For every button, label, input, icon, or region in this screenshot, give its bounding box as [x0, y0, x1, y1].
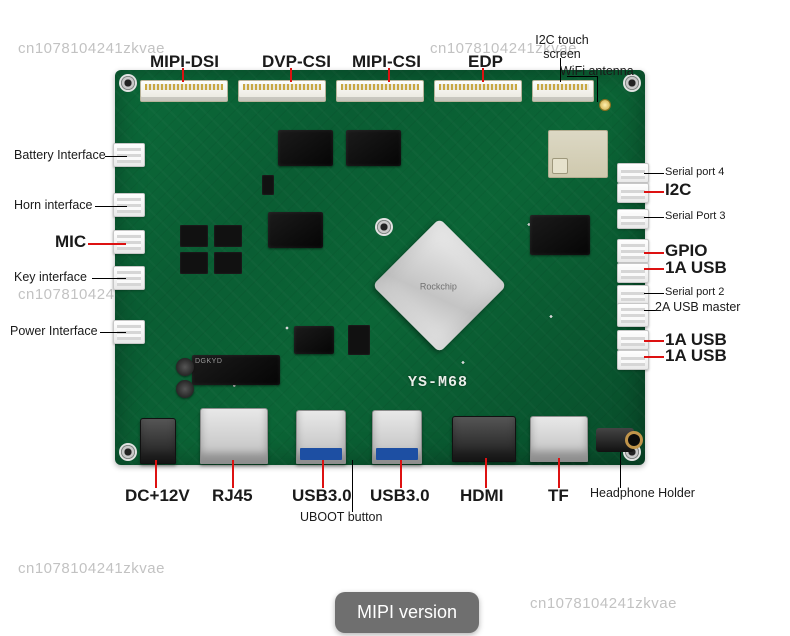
label-mipi-dsi: MIPI-DSI [150, 52, 219, 72]
smallchip [214, 225, 242, 247]
chip-misc-1 [294, 326, 334, 354]
label-battery: Battery Interface [14, 148, 106, 162]
mount-hole [121, 76, 135, 90]
pointer-line [352, 460, 353, 512]
label-i2c: I2C [665, 180, 691, 200]
pointer-line [155, 460, 157, 488]
jst-horn [113, 193, 145, 217]
pointer-line [644, 173, 664, 174]
chip-emmc [530, 215, 590, 255]
pointer-line [644, 268, 664, 270]
mount-hole [625, 76, 639, 90]
pointer-line [644, 356, 664, 358]
pointer-line [400, 460, 402, 488]
port-hdmi [452, 416, 516, 462]
pointer-line [322, 460, 324, 488]
soc-marking: Rockchip [391, 281, 486, 291]
label-1a-usb-3: 1A USB [665, 346, 727, 366]
label-mic: MIC [55, 232, 86, 252]
label-edp: EDP [468, 52, 503, 72]
wifi-module [548, 130, 608, 178]
label-mipi-csi: MIPI-CSI [352, 52, 421, 72]
jst-1a-usb-a [617, 263, 649, 283]
ffc-mipi-dsi [140, 80, 228, 102]
label-wifi-antenna: WiFi antenna [560, 64, 634, 78]
smallchip [180, 252, 208, 274]
capacitor [176, 380, 194, 398]
label-headphone: Headphone Holder [590, 486, 695, 500]
wifi-antenna-ipex [600, 100, 610, 110]
ffc-dvp-csi [238, 80, 326, 102]
label-1a-usb-1: 1A USB [665, 258, 727, 278]
pointer-line [644, 293, 664, 294]
pointer-line [232, 460, 234, 488]
label-dvp-csi: DVP-CSI [262, 52, 331, 72]
label-i2c-touch: I2C touchscreen [532, 34, 592, 62]
ffc-i2c-touch [532, 80, 594, 102]
pointer-line [88, 243, 126, 245]
jst-battery [113, 143, 145, 167]
label-pwr: Power Interface [10, 324, 98, 338]
pointer-line [620, 452, 621, 488]
label-key: Key interface [14, 270, 87, 284]
chip-lan: DGKYD [192, 355, 280, 385]
pointer-line [105, 156, 127, 157]
pointer-line [644, 217, 664, 218]
label-uboot: UBOOT button [300, 510, 382, 524]
chip-pmu [268, 212, 323, 248]
jst-2a-usb [617, 303, 649, 327]
pointer-line [485, 458, 487, 488]
label-dc12v: DC+12V [125, 486, 190, 506]
jst-1a-usb-c [617, 350, 649, 370]
pointer-line [558, 458, 560, 488]
label-serial2: Serial port 2 [665, 286, 724, 298]
port-tf [530, 416, 588, 462]
pointer-line [92, 278, 126, 279]
port-rj45 [200, 408, 268, 464]
label-usb3-b: USB3.0 [370, 486, 430, 506]
jst-i2c [617, 183, 649, 203]
smallchip [348, 325, 370, 355]
ffc-mipi-csi [336, 80, 424, 102]
jst-serial3 [617, 209, 649, 229]
watermark: cn1078104241zkvae [530, 595, 677, 612]
pointer-line [95, 206, 127, 207]
watermark: cn1078104241zkvae [18, 40, 165, 57]
label-usb3-a: USB3.0 [292, 486, 352, 506]
version-pill: MIPI version [335, 592, 479, 633]
port-dc12v [140, 418, 176, 464]
label-serial4: Serial port 4 [665, 166, 724, 178]
pointer-line [644, 252, 664, 254]
pointer-line [597, 76, 598, 102]
smallchip [262, 175, 274, 195]
label-rj45: RJ45 [212, 486, 253, 506]
port-usb3-a [296, 410, 346, 464]
port-headphone [596, 428, 634, 452]
chip-ram-2 [346, 130, 401, 166]
chip-ram-1 [278, 130, 333, 166]
jst-mic [113, 230, 145, 254]
mount-hole [121, 445, 135, 459]
smallchip [180, 225, 208, 247]
label-horn: Horn interface [14, 198, 93, 212]
jst-gpio [617, 239, 649, 263]
pointer-line [644, 191, 664, 193]
pointer-line [644, 340, 664, 342]
watermark: cn1078104241zkvae [18, 560, 165, 577]
pointer-line [100, 332, 126, 333]
label-hdmi: HDMI [460, 486, 503, 506]
capacitor [176, 358, 194, 376]
port-usb3-b [372, 410, 422, 464]
label-serial3: Serial Port 3 [665, 210, 726, 222]
jst-serial2 [617, 285, 649, 305]
label-2a-usb: 2A USB master [655, 300, 740, 314]
label-tf: TF [548, 486, 569, 506]
smallchip [214, 252, 242, 274]
ffc-edp [434, 80, 522, 102]
